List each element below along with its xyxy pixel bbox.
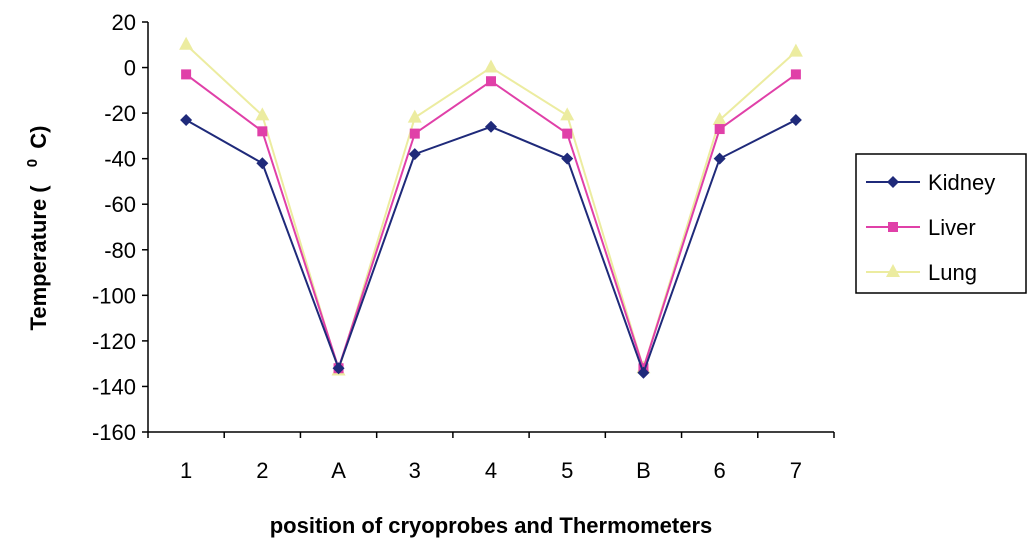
data-point-lung <box>788 43 803 57</box>
x-tick-label: 1 <box>180 458 192 483</box>
x-tick-label: 6 <box>714 458 726 483</box>
legend-marker-kidney <box>887 176 899 188</box>
y-axis-title: Temperature ( 0 C) <box>17 126 51 331</box>
data-point-kidney <box>789 113 802 126</box>
x-tick-label: 2 <box>256 458 268 483</box>
series-line-lung <box>185 44 797 374</box>
data-point-liver <box>790 69 801 80</box>
data-point-liver <box>257 126 268 137</box>
data-point-lung <box>407 109 422 123</box>
data-point-kidney <box>485 120 497 133</box>
legend-item-lung: Lung <box>866 260 977 285</box>
series-liver <box>181 69 801 374</box>
legend-marker-liver <box>888 222 898 232</box>
y-tick-label: -80 <box>104 238 136 263</box>
data-point-liver <box>714 124 725 135</box>
x-tick-label: B <box>636 458 651 483</box>
x-tick-label: 4 <box>485 458 497 483</box>
axes <box>147 22 834 433</box>
data-point-liver <box>562 128 573 139</box>
data-point-lung <box>712 111 727 125</box>
y-tick-label: -160 <box>92 420 136 445</box>
y-tick-label: -20 <box>104 101 136 126</box>
data-point-liver <box>409 128 420 139</box>
series-line-kidney <box>185 119 797 376</box>
legend-item-liver: Liver <box>866 215 976 240</box>
x-tick-label: 3 <box>409 458 421 483</box>
y-tick-label: -120 <box>92 329 136 354</box>
data-point-kidney <box>408 148 421 161</box>
y-tick-label: 0 <box>124 56 136 81</box>
series-lung <box>179 36 803 376</box>
data-point-lung <box>179 36 194 50</box>
data-point-liver <box>486 76 496 87</box>
y-tick-label: -40 <box>104 147 136 172</box>
legend-item-kidney: Kidney <box>866 170 995 195</box>
x-tick-label: 5 <box>561 458 573 483</box>
legend-label: Lung <box>928 260 977 285</box>
y-tick-label: -100 <box>92 283 136 308</box>
data-point-kidney <box>637 366 650 379</box>
series-layer <box>179 36 803 379</box>
data-point-lung <box>560 107 575 121</box>
data-point-kidney <box>180 113 193 126</box>
legend: Kidney Liver Lung <box>855 153 1027 294</box>
legend-label: Kidney <box>928 170 995 195</box>
y-tick-label: -140 <box>92 374 136 399</box>
x-tick-label: A <box>331 458 346 483</box>
data-point-kidney <box>561 152 574 165</box>
data-point-kidney <box>256 157 269 170</box>
y-ticks: 20 0 -20 -40 -60 -80 -100 -120 -140 -160 <box>92 10 148 445</box>
legend-box <box>855 153 1027 294</box>
legend-label: Liver <box>928 215 976 240</box>
data-point-lung <box>255 107 270 121</box>
y-axis-title-superscript: 0 <box>24 159 41 167</box>
y-tick-label: -60 <box>104 192 136 217</box>
y-axis-title-main: Temperature ( <box>26 185 51 331</box>
data-point-liver <box>181 69 192 80</box>
series-kidney <box>180 113 802 379</box>
data-point-kidney <box>332 362 345 375</box>
data-point-kidney <box>713 152 726 165</box>
x-ticks: 1 2 A 3 4 5 B 6 7 <box>147 432 835 483</box>
svg-text:Temperature ( 0: Temperature ( 0 C) <box>17 126 51 331</box>
legend-marker-lung <box>886 264 900 277</box>
data-point-lung <box>484 59 498 73</box>
x-axis-title: position of cryoprobes and Thermometers <box>270 513 713 538</box>
x-tick-label: 7 <box>790 458 802 483</box>
y-tick-label: 20 <box>112 10 136 35</box>
y-axis-title-unit: C) <box>26 126 51 149</box>
series-line-liver <box>185 73 797 372</box>
